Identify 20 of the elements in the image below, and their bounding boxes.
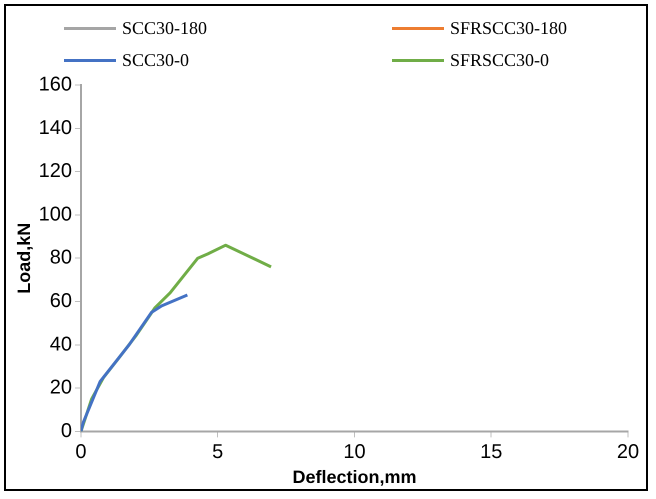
x-tick-label: 15 [480, 440, 502, 463]
y-tick-label: 20 [50, 376, 72, 399]
y-tick-label: 0 [60, 420, 72, 442]
legend-label: SFRSCC30-180 [450, 18, 568, 38]
x-tick-label: 5 [212, 440, 224, 463]
legend-label: SCC30-0 [122, 50, 190, 70]
x-tick-label: 10 [343, 440, 366, 463]
legend-label: SFRSCC30-0 [450, 50, 550, 70]
y-tick-label: 100 [38, 203, 72, 226]
y-tick-label: 140 [38, 116, 72, 139]
y-axis-title: Load,kN [14, 222, 34, 294]
y-tick-label: 160 [38, 74, 72, 96]
x-tick-label: 0 [75, 440, 87, 463]
y-tick-label: 120 [38, 160, 72, 182]
x-axis-title: Deflection,mm [292, 467, 416, 488]
y-tick-label: 60 [50, 290, 72, 312]
y-tick-label: 80 [50, 246, 72, 269]
y-tick-label: 40 [50, 333, 72, 356]
legend-label: SCC30-180 [122, 18, 208, 38]
x-tick-label: 20 [616, 440, 640, 463]
